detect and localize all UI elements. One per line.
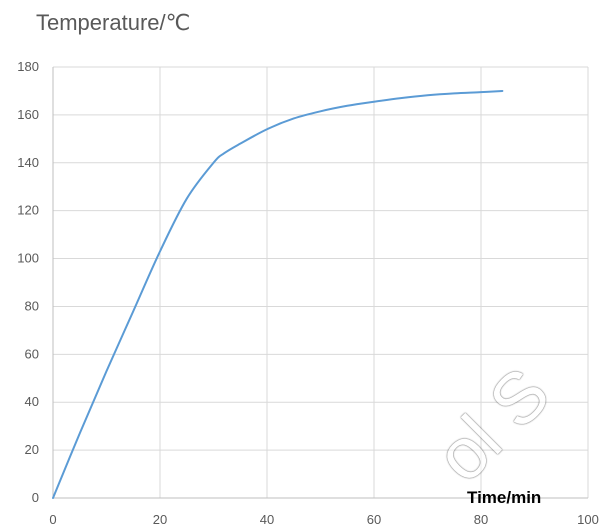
series-line	[52, 89, 504, 499]
y-axis-label: Temperature/℃	[36, 10, 191, 35]
x-tick-label: 60	[367, 512, 381, 527]
series-lines	[52, 89, 504, 499]
y-tick-label: 100	[17, 251, 39, 266]
x-tick-label: 80	[474, 512, 488, 527]
x-tick-label: 100	[577, 512, 599, 527]
y-tick-label: 180	[17, 59, 39, 74]
y-tick-label: 0	[32, 490, 39, 505]
axes	[52, 67, 588, 499]
x-tick-label: 20	[153, 512, 167, 527]
x-tick-label: 0	[49, 512, 56, 527]
y-tick-label: 40	[25, 394, 39, 409]
grid-lines	[53, 66, 589, 498]
y-tick-label: 20	[25, 442, 39, 457]
y-tick-label: 160	[17, 107, 39, 122]
x-axis-label: Time/min	[467, 488, 542, 507]
x-tick-label: 40	[260, 512, 274, 527]
tick-labels: 0 20 40 60 80 100 120 140 160 180 0 20 40 60 80 100	[17, 59, 599, 527]
y-tick-label: 60	[25, 346, 39, 361]
y-tick-label: 80	[25, 298, 39, 313]
y-tick-label: 120	[17, 203, 39, 218]
y-tick-label: 140	[17, 155, 39, 170]
